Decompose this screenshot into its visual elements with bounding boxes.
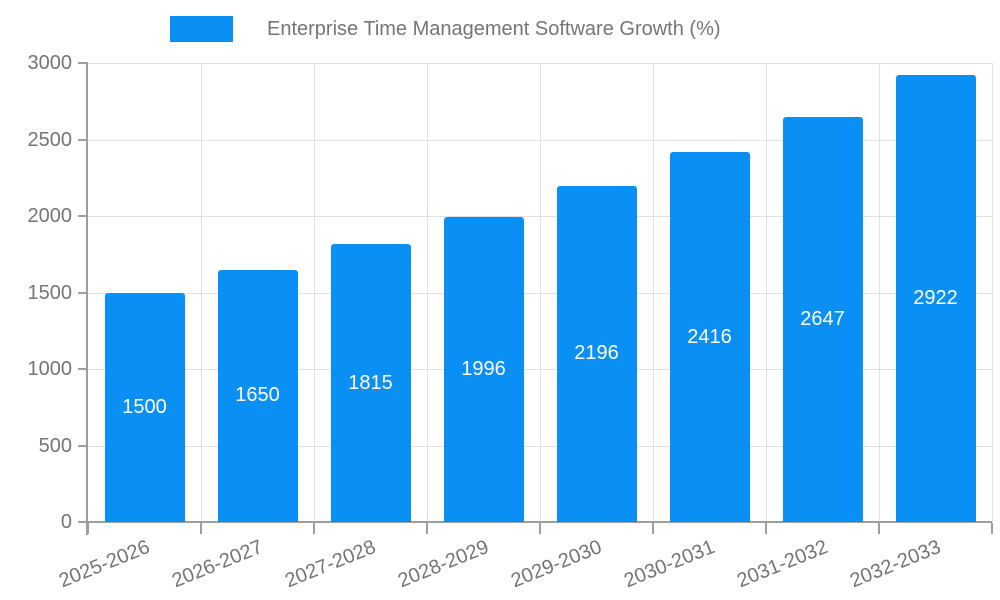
y-axis-tick-label: 3000 — [27, 52, 73, 74]
bar-value-label: 1815 — [348, 371, 393, 394]
bar-value-label: 2922 — [913, 286, 958, 309]
y-axis-tick — [78, 444, 88, 447]
x-axis-tick — [991, 523, 993, 534]
x-gridline — [540, 63, 541, 522]
y-axis-tick-label: 1500 — [27, 281, 73, 304]
x-axis-tick — [652, 523, 654, 534]
bar: 2196 — [556, 186, 637, 522]
bar-value-label: 2196 — [574, 342, 619, 365]
y-axis-tick-label: 500 — [38, 434, 72, 457]
bar-value-label: 1996 — [461, 357, 506, 380]
x-gridline — [314, 63, 315, 522]
y-axis-tick — [78, 138, 88, 141]
bar: 2647 — [782, 117, 863, 522]
x-axis-tick-label: 2026-2027 — [168, 536, 266, 593]
x-axis-line — [88, 521, 992, 523]
x-axis-tick — [765, 523, 767, 534]
y-axis-tick-label: 1000 — [27, 358, 73, 380]
x-axis-tick-label: 2025-2026 — [55, 536, 153, 593]
bar-value-label: 2416 — [687, 325, 732, 348]
legend[interactable]: Enterprise Time Management Software Grow… — [170, 16, 721, 42]
y-axis-tick — [78, 215, 88, 217]
x-gridline — [427, 63, 428, 522]
legend-label[interactable]: Enterprise Time Management Software Grow… — [267, 18, 721, 40]
x-gridline — [653, 63, 654, 522]
y-axis-line — [86, 63, 88, 535]
bar: 2416 — [669, 152, 750, 522]
x-gridline — [201, 63, 202, 522]
y-axis-tick-label: 0 — [60, 511, 72, 533]
x-axis-tick — [313, 523, 315, 534]
x-axis-tick-label: 2032-2033 — [846, 536, 944, 593]
y-axis-tick-label: 2000 — [27, 205, 73, 227]
y-axis-tick — [78, 291, 88, 294]
x-axis-tick — [426, 523, 428, 534]
y-axis-tick-label: 2500 — [27, 128, 73, 151]
x-axis-tick-label: 2027-2028 — [281, 536, 379, 593]
x-axis-tick — [87, 523, 89, 534]
bar: 1500 — [104, 292, 185, 522]
bar: 2922 — [895, 74, 976, 522]
x-gridline — [766, 63, 767, 522]
x-axis-tick — [200, 523, 202, 534]
bar-value-label: 1650 — [235, 384, 280, 407]
y-axis-tick — [78, 368, 88, 370]
legend-swatch-icon[interactable] — [170, 16, 233, 42]
bar: 1996 — [443, 216, 524, 522]
bar-value-label: 2647 — [800, 307, 845, 330]
x-gridline — [879, 63, 880, 522]
y-axis-tick — [78, 62, 88, 64]
bar: 1815 — [330, 244, 411, 522]
x-axis-tick — [539, 523, 541, 534]
x-axis-tick-label: 2028-2029 — [394, 536, 492, 593]
x-axis-tick-label: 2031-2032 — [733, 536, 831, 593]
x-axis-tick-label: 2030-2031 — [620, 536, 718, 593]
x-gridline — [992, 63, 993, 522]
bar-value-label: 1500 — [122, 395, 167, 418]
x-axis-tick-label: 2029-2030 — [507, 536, 605, 593]
x-axis-tick — [878, 523, 880, 534]
bar: 1650 — [217, 269, 298, 522]
y-axis-tick — [78, 521, 88, 523]
